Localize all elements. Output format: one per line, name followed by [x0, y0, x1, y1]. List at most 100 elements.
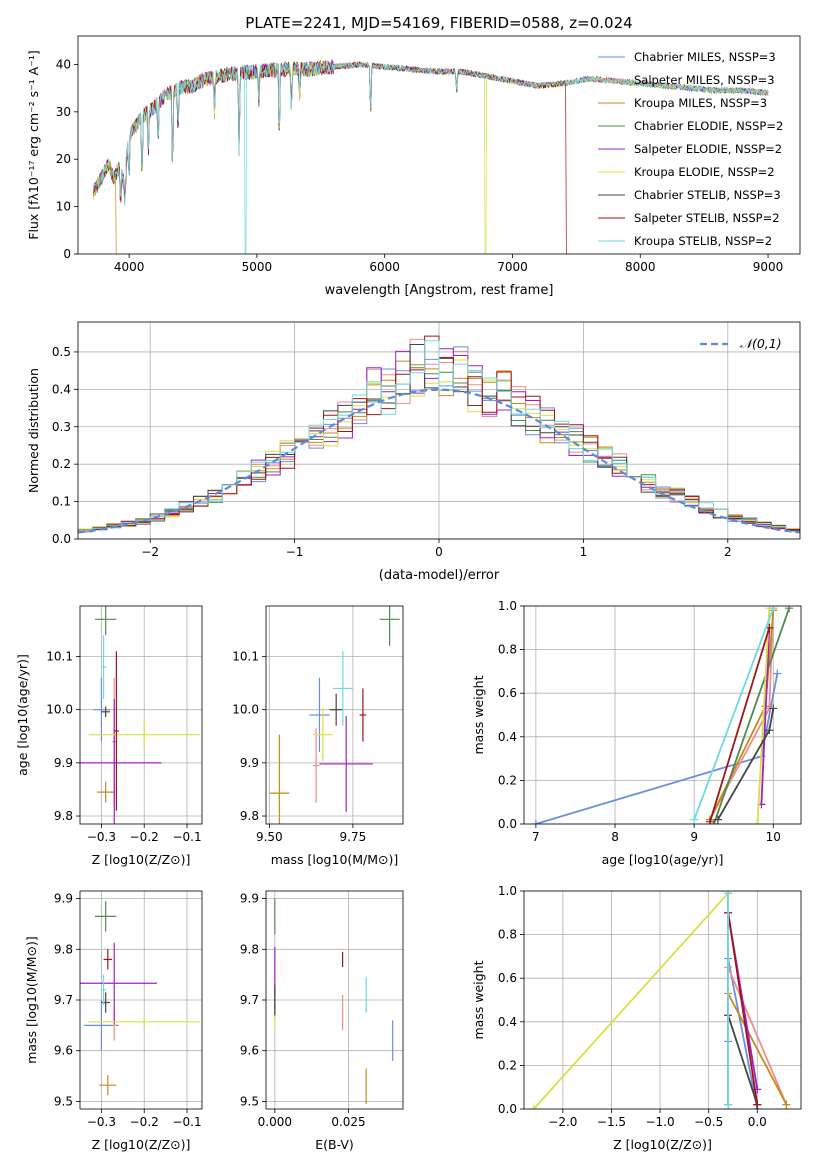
x-axis-label: Z [log10(Z/Z⊙)]	[613, 1137, 712, 1152]
y-tick-label: 0.2	[498, 773, 517, 787]
figure-title: PLATE=2241, MJD=54169, FIBERID=0588, z=0…	[245, 14, 632, 32]
x-axis-label: age [log10(age/yr)]	[602, 852, 724, 867]
plot-area	[80, 606, 200, 824]
x-tick-label: 1	[580, 545, 588, 559]
y-tick-label: 10.0	[232, 703, 259, 717]
y-tick-label: 30	[56, 105, 71, 119]
weight-marker	[531, 820, 540, 824]
y-tick-label: 0.1	[52, 495, 71, 509]
y-tick-label: 9.5	[54, 1094, 73, 1108]
x-tick-label: −0.1	[172, 830, 201, 844]
y-tick-label: 0.2	[52, 457, 71, 471]
x-axis-label: wavelength [Angstrom, rest frame]	[325, 283, 554, 298]
y-tick-label: 9.7	[240, 993, 259, 1007]
age-vs-mass-axes: 9.50 9.75 9.8 9.9 10.0 10.1 mass [log10(M/M⊙)]	[232, 605, 404, 867]
weight-marker	[769, 704, 778, 713]
weight-line	[709, 627, 771, 823]
legend-label: 𝒩(0,1)	[740, 336, 782, 351]
x-tick-label: 0	[435, 545, 443, 559]
weight-vs-Z-axes: −2.0 −1.5 −1.0 −0.5 0.0 0.0 0.2 0.4 0.6 0.8 1.0 Z […	[471, 884, 802, 1152]
weight-marker	[724, 1100, 733, 1109]
y-tick-label: 9.9	[54, 892, 73, 906]
legend-label: Kroupa MILES, NSSP=3	[634, 96, 767, 110]
plot-area	[80, 901, 200, 1096]
y-tick-label: 9.9	[240, 892, 259, 906]
weight-marker	[769, 606, 778, 613]
histogram-steps	[78, 340, 800, 533]
weight-marker	[753, 820, 762, 824]
y-tick-label: 10.0	[46, 703, 73, 717]
legend-label: Salpeter MILES, NSSP=3	[634, 73, 775, 87]
x-tick-label: −1.5	[597, 1115, 626, 1129]
x-tick-label: 8	[611, 830, 619, 844]
y-tick-label: 0.8	[498, 928, 517, 942]
axes-frame	[79, 890, 203, 1110]
y-tick-label: 10.1	[232, 650, 259, 664]
residuals-axes: −2 −1 0 1 2 0.0 0.1 0.2 0.3 0.4 0.5 (data-model)/er…	[26, 321, 801, 583]
y-axis-label: age [log10(age/yr)]	[15, 654, 30, 776]
x-axis-label: E(B-V)	[315, 1137, 354, 1152]
x-tick-label: 0.025	[331, 1115, 365, 1129]
legend-label: Chabrier MILES, NSSP=3	[634, 50, 776, 64]
y-tick-label: 10	[56, 200, 71, 214]
mass-vs-ebv-axes: 0.000 0.025 9.5 9.6 9.7 9.8 9.9 E(B-V)	[240, 890, 404, 1152]
x-axis-label: mass [log10(M/M⊙)]	[271, 852, 399, 867]
y-tick-label: 40	[56, 57, 71, 71]
x-tick-label: −2.0	[548, 1115, 577, 1129]
legend-label: Salpeter STELIB, NSSP=2	[634, 211, 780, 225]
legend-label: Salpeter ELODIE, NSSP=2	[634, 142, 782, 156]
y-tick-label: 0.0	[52, 532, 71, 546]
plot-area	[269, 606, 400, 824]
weight-vs-age-axes: 7 8 9 10 0.0 0.2 0.4 0.6 0.8 1.0 age [log10(age/yr…	[471, 599, 802, 867]
x-tick-label: 9.75	[340, 830, 367, 844]
spectrum-line	[92, 61, 769, 254]
spectrum-axes: 4000 5000 6000 7000 8000 9000 0 10 20 30 40 PLATE=2…	[26, 14, 801, 298]
y-tick-label: 0.2	[498, 1058, 517, 1072]
y-tick-label: 0	[63, 247, 71, 261]
axes-frame	[79, 605, 203, 825]
y-tick-label: 9.6	[54, 1044, 73, 1058]
x-tick-label: −0.3	[87, 1115, 116, 1129]
y-tick-label: 9.6	[240, 1044, 259, 1058]
x-tick-label: −0.5	[694, 1115, 723, 1129]
y-tick-label: 9.8	[54, 809, 73, 823]
weight-marker	[705, 817, 714, 824]
y-tick-label: 0.0	[498, 1102, 517, 1116]
y-tick-label: 0.6	[498, 686, 517, 700]
x-tick-label: 7000	[497, 260, 528, 274]
y-tick-label: 0.6	[498, 971, 517, 985]
y-tick-label: 1.0	[498, 884, 517, 898]
weight-line	[760, 627, 771, 805]
axes-frame	[523, 605, 802, 825]
y-tick-label: 9.5	[240, 1094, 259, 1108]
weight-line	[727, 966, 788, 1105]
axes-frame	[77, 35, 801, 255]
axes-frame	[523, 890, 802, 1110]
legend: 𝒩(0,1)	[700, 336, 782, 351]
legend: Chabrier MILES, NSSP=3 Salpeter MILES, NS…	[598, 50, 783, 248]
x-tick-label: −2	[141, 545, 159, 559]
weight-marker	[690, 815, 699, 824]
axes-frame	[265, 890, 404, 1110]
legend-label: Chabrier STELIB, NSSP=3	[634, 188, 781, 202]
y-tick-label: 0.3	[52, 420, 71, 434]
x-tick-label: 8000	[625, 260, 656, 274]
x-axis-label: (data-model)/error	[379, 568, 500, 583]
legend-label: Chabrier ELODIE, NSSP=2	[634, 119, 783, 133]
y-axis-label: Normed distribution	[26, 368, 41, 493]
y-axis-label: mass weight	[471, 960, 486, 1039]
legend-label: Kroupa ELODIE, NSSP=2	[634, 165, 775, 179]
x-axis-label: Z [log10(Z/Z⊙)]	[92, 1137, 191, 1152]
x-tick-label: 10	[766, 830, 781, 844]
y-tick-label: 0.0	[498, 817, 517, 831]
y-tick-label: 0.4	[498, 1015, 517, 1029]
axes-frame	[77, 321, 801, 540]
weight-marker	[529, 1105, 538, 1109]
weight-line	[727, 958, 759, 1109]
weight-line	[713, 607, 790, 824]
normal-curve	[78, 388, 800, 534]
plot-area	[529, 891, 791, 1109]
legend-label: Kroupa STELIB, NSSP=2	[634, 234, 772, 248]
weight-marker	[782, 1100, 791, 1109]
